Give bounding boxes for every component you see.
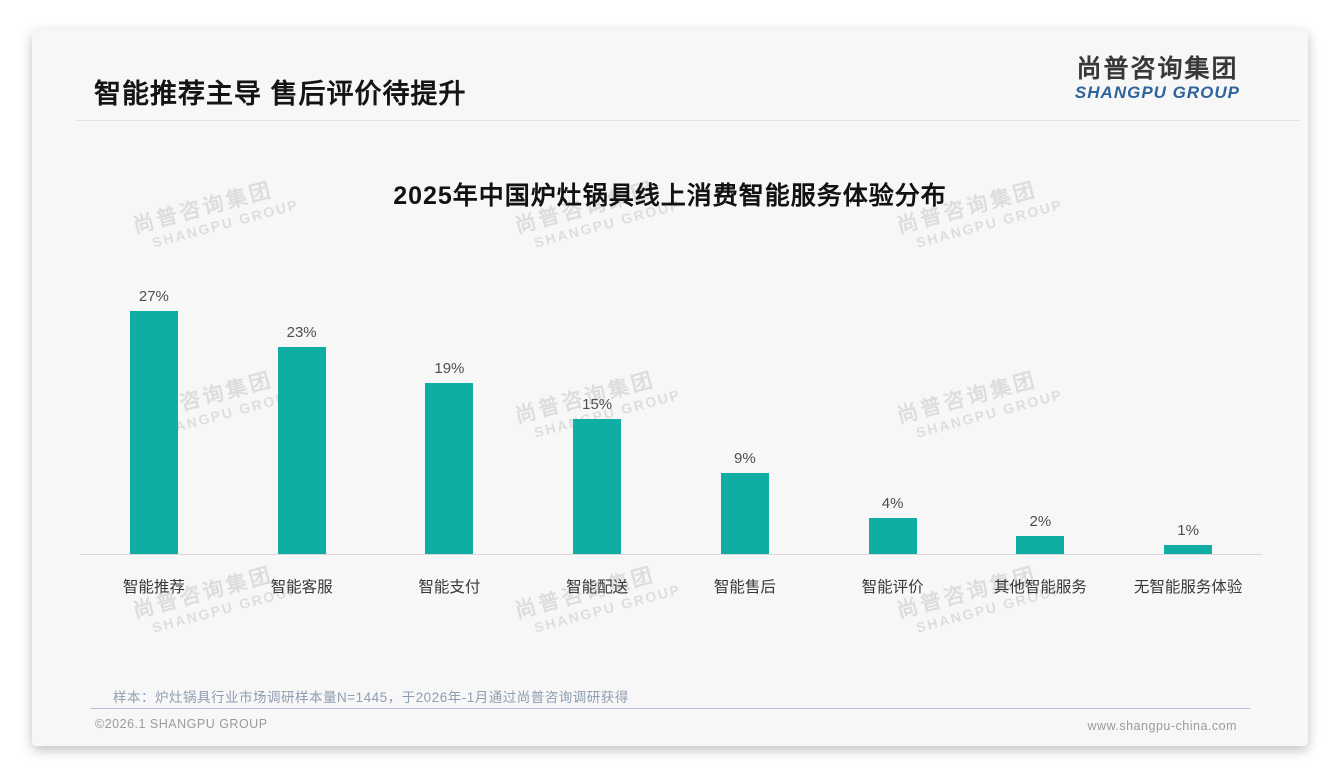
bar — [277, 347, 326, 554]
header-divider — [75, 120, 1300, 121]
watermark: 尚普咨询集团 SHANGPU GROUP — [513, 557, 688, 640]
category-label: 智能售后 — [713, 579, 776, 596]
bar-value-label: 23% — [286, 324, 317, 341]
bar-column: 9% — [671, 450, 819, 554]
bar-column: 19% — [376, 360, 524, 554]
report-card: 尚普咨询集团 SHANGPU GROUP 尚普咨询集团 SHANGPU GROUP 尚普… — [32, 30, 1308, 746]
bars-row: 27% 23% 19% 15% 9% 4% 2% 1% — [80, 282, 1262, 555]
bar-column: 4% — [819, 495, 967, 554]
bar-column: 23% — [228, 324, 376, 554]
bar — [573, 419, 622, 554]
footer-divider — [90, 708, 1250, 709]
category-label: 智能推荐 — [122, 579, 185, 596]
sample-note: 样本：炉灶锅具行业市场调研样本量N=1445，于2026年-1月通过尚普咨询调研… — [113, 690, 629, 705]
bar-value-label: 4% — [881, 495, 904, 512]
category-label: 智能支付 — [418, 579, 481, 596]
bar — [1164, 545, 1213, 554]
page-title: 智能推荐主导 售后评价待提升 — [94, 79, 467, 109]
chart-title: 2025年中国炉灶锅具线上消费智能服务体验分布 — [393, 182, 947, 210]
bar-column: 2% — [967, 513, 1115, 554]
category-row: 智能推荐 智能客服 智能支付 智能配送 智能售后 智能评价 其他智能服务 无智能服务体验 — [80, 575, 1262, 597]
website-link[interactable]: www.shangpu-china.com — [1087, 719, 1237, 733]
copyright-text: ©2026.1 SHANGPU GROUP — [95, 717, 268, 731]
bar-value-label: 19% — [434, 360, 465, 377]
bar — [720, 473, 769, 554]
watermark: 尚普咨询集团 SHANGPU GROUP — [895, 557, 1070, 640]
company-logo: 尚普咨询集团 SHANGPU GROUP — [1074, 55, 1240, 102]
bar-column: 15% — [523, 396, 671, 554]
company-logo-cn: 尚普咨询集团 — [1076, 55, 1239, 83]
bar-value-label: 1% — [1177, 522, 1199, 539]
bar — [1016, 536, 1065, 554]
category-label: 智能评价 — [861, 579, 924, 596]
bar-column: 1% — [1114, 522, 1262, 554]
bar-value-label: 9% — [734, 450, 756, 467]
bar-value-label: 27% — [138, 288, 169, 305]
bar — [868, 518, 917, 554]
bar-value-label: 15% — [582, 396, 613, 413]
category-label: 智能配送 — [566, 579, 629, 596]
company-logo-en: SHANGPU GROUP — [1074, 82, 1240, 102]
category-label: 无智能服务体验 — [1133, 579, 1243, 596]
bar-column: 27% — [80, 288, 228, 554]
category-label: 智能客服 — [270, 579, 333, 596]
bar — [129, 311, 178, 554]
bar — [425, 383, 474, 554]
bar-value-label: 2% — [1029, 513, 1052, 530]
category-label: 其他智能服务 — [993, 579, 1087, 596]
watermark: 尚普咨询集团 SHANGPU GROUP — [131, 557, 306, 640]
